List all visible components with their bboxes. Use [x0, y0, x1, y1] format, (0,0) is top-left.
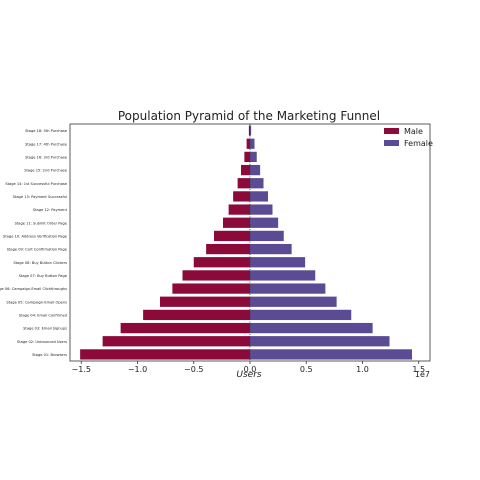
category-label-2: Stage 02: Unbounced Users: [17, 340, 67, 344]
female-bar-15: [250, 164, 261, 176]
x-tick-label-0: −1.5: [72, 365, 91, 374]
male-bar-7: [182, 270, 250, 281]
female-bar-11: [250, 217, 279, 228]
x-tick-label-1: −1.0: [128, 365, 147, 374]
legend-label-female: Female: [404, 139, 433, 148]
category-label-18: Stage 18: 5th Purchase: [25, 129, 68, 133]
male-bar-9: [206, 243, 250, 255]
male-bar-16: [244, 151, 250, 163]
female-bar-9: [250, 243, 292, 255]
female-bar-7: [250, 270, 316, 281]
male-bar-1: [80, 349, 250, 360]
category-label-17: Stage 17: 4th Purchase: [25, 142, 68, 146]
category-label-14: Stage 14: 1st Successful Purchase: [5, 182, 67, 186]
male-bar-13: [233, 191, 250, 202]
female-bar-6: [250, 283, 326, 294]
female-bar-18: [250, 125, 252, 136]
male-bar-5: [160, 296, 250, 307]
x-tick-label-6: 1.5: [412, 365, 425, 374]
legend-swatch-male: [384, 128, 399, 134]
male-bar-10: [214, 230, 250, 242]
x-tick-label-3: 0.0: [244, 365, 257, 374]
female-bar-5: [250, 296, 337, 307]
male-bar-15: [241, 164, 250, 176]
male-bar-18: [248, 125, 250, 136]
male-bar-6: [172, 283, 250, 294]
male-bar-17: [246, 138, 250, 149]
male-bar-8: [193, 257, 250, 268]
plot-frame: [69, 123, 431, 362]
female-bar-14: [250, 178, 264, 189]
female-bar-4: [250, 309, 352, 321]
legend-label-male: Male: [404, 127, 423, 136]
female-bar-12: [250, 204, 273, 215]
x-scale-label: 1e7: [415, 370, 430, 379]
category-label-13: Stage 13: Payment Successful: [13, 195, 67, 199]
category-label-4: Stage 04: Email Confirmed: [19, 313, 67, 317]
male-bar-4: [143, 309, 250, 321]
x-tick-label-2: −0.5: [184, 365, 203, 374]
bars-group: [80, 125, 412, 360]
category-label-5: Stage 05: Campaign-Email Opens: [6, 300, 67, 304]
male-bar-11: [223, 217, 250, 228]
male-bar-3: [120, 322, 250, 334]
x-ticks-group: −1.5 −1.0 −0.5 0.0 0.5 1.0 1.5: [72, 361, 425, 374]
x-axis-label: Users: [236, 370, 262, 380]
female-bar-1: [250, 349, 412, 360]
x-tick-label-4: 0.5: [300, 365, 313, 374]
category-label-1: Stage 01: Browsers: [32, 353, 67, 357]
legend: Male Female: [384, 127, 433, 148]
female-bar-8: [250, 257, 306, 268]
female-bar-10: [250, 230, 284, 242]
male-bar-2: [102, 336, 250, 347]
female-bar-2: [250, 336, 390, 347]
female-bar-17: [250, 138, 255, 149]
category-label-16: Stage 16: 3rd Purchase: [25, 155, 68, 159]
category-label-10: Stage 10: Address Verification Page: [3, 234, 68, 238]
legend-swatch-female: [384, 140, 399, 146]
x-tick-label-5: 1.0: [356, 365, 369, 374]
category-label-7: Stage 07: Buy Button Page: [19, 274, 68, 278]
category-label-9: Stage 09: Cart Confirmation Page: [7, 248, 68, 252]
female-bar-13: [250, 191, 268, 202]
male-bar-12: [228, 204, 250, 215]
male-bar-14: [237, 178, 250, 189]
female-bar-16: [250, 151, 257, 163]
category-label-8: Stage 08: Buy Button Clickers: [13, 261, 67, 265]
category-labels-group: Stage 01: Browsers Stage 02: Unbounced Us…: [0, 129, 68, 357]
female-bar-3: [250, 322, 373, 334]
category-label-6: Stage 06: Campaign-Email Clickthroughs: [0, 287, 67, 291]
category-label-15: Stage 15: 2nd Purchase: [24, 169, 68, 173]
category-label-3: Stage 03: Email Signups: [23, 327, 67, 331]
category-label-12: Stage 12: Payment: [33, 208, 68, 212]
chart-title: Population Pyramid of the Marketing Funn…: [118, 109, 380, 123]
category-label-11: Stage 11: Submit Order Page: [15, 221, 68, 225]
